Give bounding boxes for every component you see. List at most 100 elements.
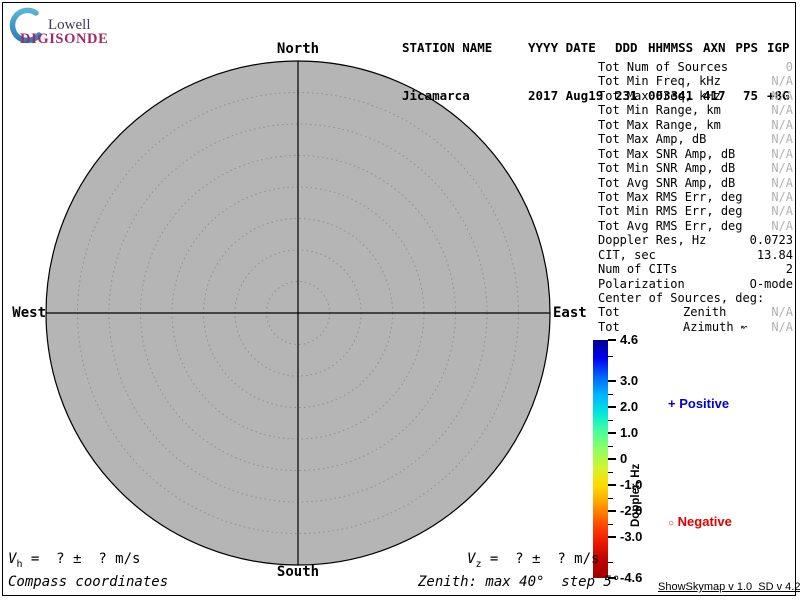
colorbar-tick-label: 1.0 [620,425,639,441]
colorbar-minor-tick [608,394,613,396]
stat-label: CIT, sec [598,247,656,262]
stat-row-max-amp: Tot Max Amp, dB N/A [598,132,793,146]
v-symbol: V [8,551,17,567]
compass-label-east: East [553,305,587,321]
header-value: Jicamarca [402,88,470,103]
stat-row-avg-snr: Tot Avg SNR Amp, dB N/A [598,176,793,190]
stat-row-max-freq: Tot Max Freq, kHz N/A [598,89,793,103]
stat-row-min-range: Tot Min Range, km N/A [598,103,793,117]
colorbar-ticks: 4.6 3.0 2.0 1.0 0 -1.0 -2.0 -3.0 -4.6 [608,332,668,585]
stat-row-min-freq: Tot Min Freq, kHz N/A [598,74,793,88]
stat-value: 13.84 [756,247,793,262]
header-value: +8G [767,88,790,103]
stat-value: N/A [771,88,793,103]
vz-velocity-readout: Vz = ? ± ? m/s [467,551,599,570]
colorbar-tick-label: -2.0 [620,502,643,518]
vh-subscript: h [16,558,23,570]
colorbar-major-tick [608,432,616,435]
header-col-station: STATION NAME Jicamarca [402,8,492,120]
header-label: IGP [767,40,790,55]
colorbar-major-tick [608,458,616,460]
stat-value: N/A [771,117,793,132]
stat-label: Tot Max Amp, dB [598,132,707,147]
version-label: ShowSkymap v 1.0 SD v 4.2 [658,581,800,593]
colorbar-tick-label: 3.0 [620,373,639,389]
header-value: 003341 [648,88,694,103]
stat-label: Polarization [598,276,685,291]
colorbar-major-tick [608,509,616,512]
stat-row-zenith: Tot Zenith N/A [598,305,793,319]
header-label: AXN [703,40,726,55]
circle-marker-icon: ○ [668,518,675,529]
stat-label: Tot Max RMS Err, deg [598,189,743,204]
header-col-igp: IGP +8G [767,8,790,120]
colorbar-major-tick [608,577,616,579]
stat-value: N/A [771,132,793,147]
header-value: 231 [615,88,638,103]
header-label: STATION NAME [402,40,493,55]
stat-row-azimuth: Tot Azimuth ↜ N/A [598,320,793,334]
zenith-range-label: Zenith: max 40° step 5° [418,574,621,590]
stat-value: N/A [771,103,793,118]
stat-mid-label: Zenith [683,305,727,320]
colorbar-tick-label: -3.0 [620,528,643,544]
stat-label: Doppler Res, Hz [598,233,707,248]
colorbar-minor-tick [608,497,613,499]
stat-row-avg-rms: Tot Avg RMS Err, deg N/A [598,219,793,233]
stat-value: 0.0723 [749,233,793,248]
colorbar-tick-label: -4.6 [620,569,643,585]
stat-row-max-rms: Tot Max RMS Err, deg N/A [598,190,793,204]
v-symbol: V [467,551,476,567]
stat-label: Tot Max SNR Amp, dB [598,146,736,161]
colorbar-minor-tick [608,355,613,357]
stat-value: N/A [771,74,793,89]
stat-row-min-rms: Tot Min RMS Err, deg N/A [598,204,793,218]
stat-value: O-mode [749,276,793,291]
stat-label: Tot Min SNR Amp, dB [598,161,736,176]
stat-label: Tot Min RMS Err, deg [598,204,743,219]
stat-value: N/A [771,161,793,176]
colorbar-minor-tick [608,446,613,448]
colorbar-major-tick [608,380,616,383]
stat-value: N/A [771,319,793,334]
header-label: YYYY DATE [528,40,596,55]
header-label: HHMMSS [648,40,694,55]
header-value: 2017 Aug19 [528,88,604,103]
header-col-pps: PPS 75 [728,8,758,120]
stat-value: N/A [771,189,793,204]
header-col-axn: AXN 417 [703,8,726,120]
logo-brand-digisonde: DIGISONDE [20,31,109,47]
stat-label: Tot Min Freq, kHz [598,74,721,89]
stat-mid-label: Azimuth ↜ [683,319,749,334]
stat-value: N/A [771,204,793,219]
stat-row-doppler-res: Doppler Res, Hz 0.0723 [598,233,793,247]
stat-row-num-cits: Num of CITs 2 [598,262,793,276]
stat-label: Tot [598,319,620,334]
header-label: PPS [735,40,758,55]
stat-row-num-sources: Tot Num of Sources 0 [598,60,793,74]
compass-label-south: South [276,564,320,580]
stat-label: Tot [598,305,620,320]
header-col-time: HHMMSS 003341 [648,8,693,120]
logo-arc-icon [9,7,42,44]
stat-row-center-header: Center of Sources, deg: [598,291,793,305]
compass-label-north: North [276,41,320,57]
digisonde-logo: Lowell DIGISONDE [6,6,136,50]
header-value: 75 [742,88,758,103]
doppler-colorbar [593,340,608,578]
stat-label: Num of CITs [598,262,678,277]
header-value: 417 [703,88,726,103]
vh-value: = ? ± ? m/s [22,551,141,567]
stat-label: Tot Num of Sources [598,60,729,74]
vz-subscript: z [475,558,482,570]
stat-row-polarization: Polarization O-mode [598,277,793,291]
plus-marker-icon: + [668,396,676,411]
legend-positive-label: Positive [679,396,730,411]
colorbar-major-tick [608,339,616,341]
colorbar-major-tick [608,483,616,486]
stat-label: Tot Min Range, km [598,103,721,118]
colorbar-tick-label: 4.6 [620,331,639,347]
legend-negative-label: Negative [677,514,732,529]
stat-row-cit: CIT, sec 13.84 [598,248,793,262]
